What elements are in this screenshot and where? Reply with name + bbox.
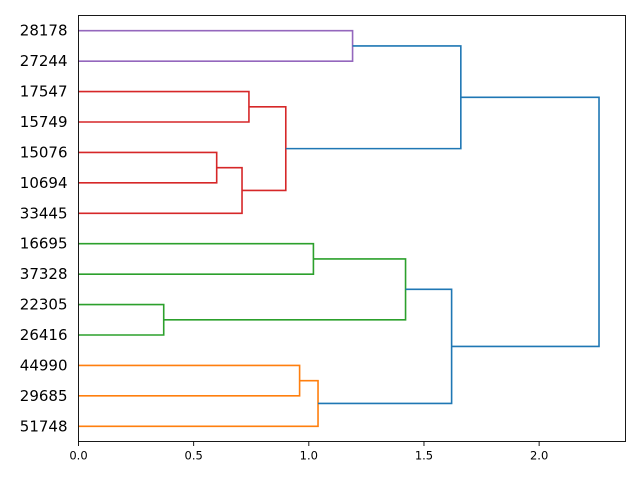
leaf-label: 37328	[20, 265, 68, 283]
leaf-label: 33445	[20, 204, 68, 222]
dendrogram-link-m1	[78, 29, 354, 62]
leaf-label: 22305	[20, 296, 68, 314]
dendrogram-link-m10	[78, 364, 301, 397]
x-tick-label: 0.5	[185, 449, 203, 463]
x-axis: 0.0 0.5 1.0 1.5 2.0	[69, 441, 548, 463]
x-tick-label: 0.0	[69, 449, 87, 463]
dendrogram-link-m2	[78, 90, 250, 123]
leaf-label: 17547	[20, 83, 68, 101]
leaf-label: 15749	[20, 113, 68, 131]
leaf-label: 51748	[20, 417, 68, 435]
dendrogram-link-m3	[78, 151, 218, 184]
leaf-label: 26416	[20, 326, 68, 344]
leaf-label: 28178	[20, 22, 68, 40]
dendrogram-link-m13	[451, 96, 600, 348]
dendrogram-link-m8	[78, 303, 165, 336]
dendrogram-links	[78, 29, 600, 428]
dendrogram-link-m7	[78, 242, 315, 275]
dendrogram-link-m12	[318, 288, 453, 405]
leaf-labels: 28178 27244 17547 15749 15076 10694 33445 16695…	[20, 22, 68, 436]
leaf-label: 44990	[20, 356, 68, 374]
x-tick-label: 2.0	[530, 449, 548, 463]
leaf-label: 16695	[20, 235, 68, 253]
dendrogram-link-m6	[285, 45, 462, 150]
dendrogram-link-m5	[242, 105, 287, 192]
dendrogram-link-m9	[163, 258, 407, 321]
leaf-label: 15076	[20, 143, 68, 161]
leaf-label: 29685	[20, 387, 68, 405]
leaf-label: 27244	[20, 52, 68, 70]
x-tick-label: 1.5	[415, 449, 433, 463]
x-tick-label: 1.0	[300, 449, 318, 463]
plot-frame	[78, 15, 626, 442]
leaf-label: 10694	[20, 174, 68, 192]
dendrogram-link-m11	[78, 379, 319, 428]
dendrogram-link-m4	[78, 166, 243, 215]
